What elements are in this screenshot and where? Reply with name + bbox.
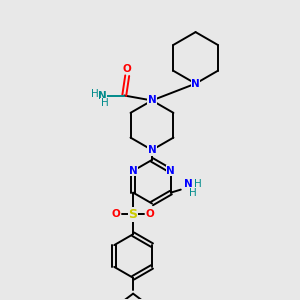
Text: H: H: [194, 179, 202, 189]
Text: N: N: [129, 166, 137, 176]
Text: N: N: [167, 166, 175, 176]
Text: N: N: [98, 91, 107, 100]
Text: O: O: [123, 64, 132, 74]
Text: O: O: [112, 209, 121, 219]
Text: H: H: [91, 88, 98, 98]
Text: N: N: [184, 179, 193, 189]
Text: N: N: [148, 145, 156, 155]
Text: O: O: [146, 209, 154, 219]
Text: H: H: [100, 98, 108, 108]
Text: H: H: [189, 188, 196, 198]
Text: N: N: [148, 95, 156, 106]
Text: N: N: [191, 79, 200, 88]
Text: S: S: [129, 208, 138, 221]
